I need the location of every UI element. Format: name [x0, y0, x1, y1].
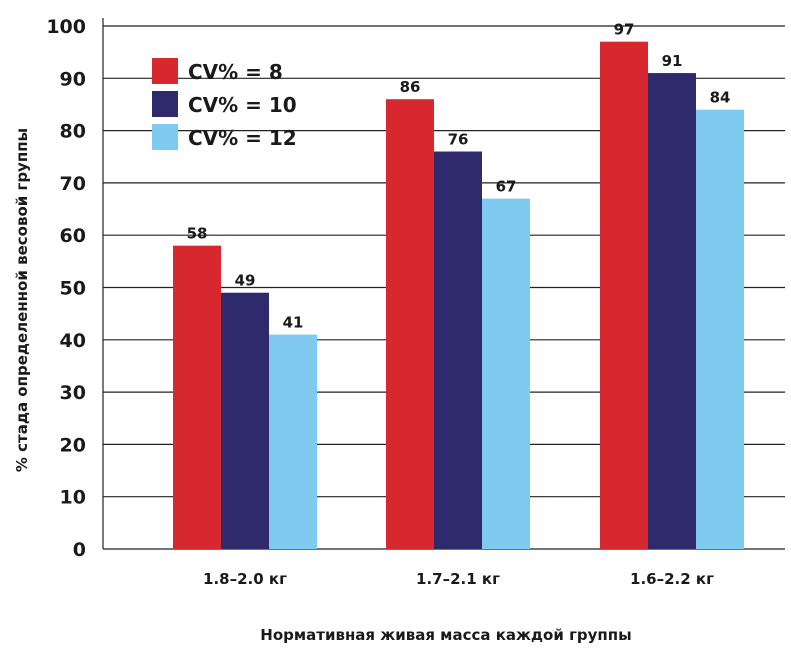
- y-tick-label: 50: [60, 278, 86, 300]
- data-label: 49: [235, 272, 256, 290]
- data-label: 58: [187, 225, 208, 243]
- y-tick-label: 0: [73, 539, 86, 561]
- y-tick-label: 20: [60, 434, 86, 456]
- y-tick-label: 60: [60, 225, 86, 247]
- bars: [173, 41, 744, 550]
- legend-swatch: [152, 124, 178, 150]
- bar-series-2-cat-2: [434, 151, 482, 549]
- bar-series-3-cat-2: [482, 198, 530, 549]
- data-label: 91: [662, 52, 683, 70]
- bar-series-3-cat-3: [696, 109, 744, 550]
- bar-series-1-cat-3: [600, 41, 648, 549]
- data-label: 84: [710, 89, 731, 107]
- bar-series-1-cat-1: [173, 245, 221, 549]
- y-axis-ticks: 0 10 20 30 40 50 60 70 80 90 100: [46, 16, 86, 561]
- legend-swatch: [152, 91, 178, 117]
- legend: CV% = 8 CV% = 10 CV% = 12: [152, 58, 297, 150]
- y-tick-label: 90: [60, 68, 86, 90]
- y-tick-label: 40: [60, 330, 86, 352]
- y-axis-title: % стада определенной весовой группы: [13, 128, 31, 472]
- legend-label: CV% = 8: [188, 60, 283, 84]
- bar-series-2-cat-1: [221, 292, 269, 549]
- x-category-label: 1.7–2.1 кг: [416, 570, 500, 588]
- data-label: 86: [400, 78, 421, 96]
- bar-series-2-cat-3: [648, 73, 696, 549]
- legend-label: CV% = 10: [188, 93, 297, 117]
- data-label: 67: [496, 178, 517, 196]
- y-tick-label: 70: [60, 173, 86, 195]
- bar-series-1-cat-2: [386, 99, 434, 549]
- x-axis-categories: 1.8–2.0 кг 1.7–2.1 кг 1.6–2.2 кг: [203, 570, 714, 588]
- y-tick-label: 30: [60, 382, 86, 404]
- y-tick-label: 80: [60, 121, 86, 143]
- legend-swatch: [152, 58, 178, 84]
- legend-label: CV% = 12: [188, 126, 297, 150]
- y-tick-label: 100: [46, 16, 86, 38]
- x-category-label: 1.6–2.2 кг: [630, 570, 714, 588]
- y-tick-label: 10: [60, 487, 86, 509]
- data-label: 97: [614, 21, 635, 39]
- data-label: 41: [283, 314, 304, 332]
- x-axis-title: Нормативная живая масса каждой группы: [260, 626, 631, 644]
- x-category-label: 1.8–2.0 кг: [203, 570, 287, 588]
- data-labels: 58 86 97 49 76 91 41 67 84: [187, 21, 731, 332]
- bar-series-3-cat-1: [269, 334, 317, 549]
- data-label: 76: [448, 131, 469, 149]
